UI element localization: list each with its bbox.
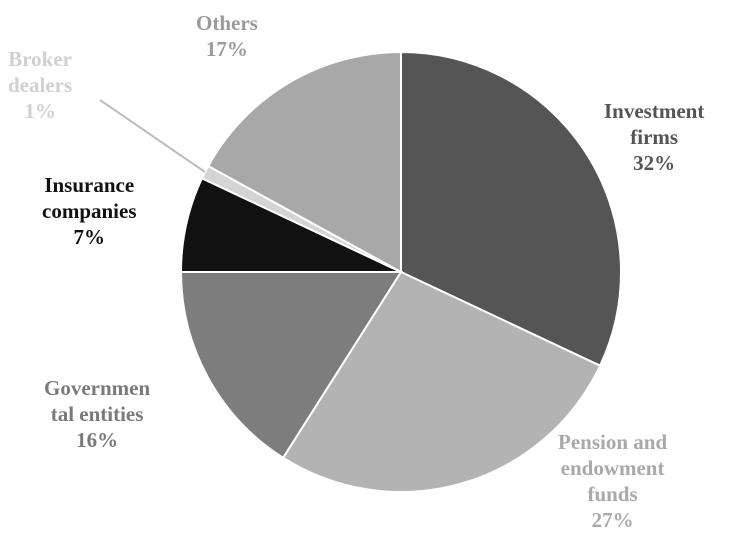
pie-slice-governmental-entities: [179, 271, 403, 460]
pie-slice-others: [206, 50, 402, 274]
label-others: Others 17%: [196, 10, 258, 62]
label-investment-firms-line1: Investment: [604, 99, 705, 123]
broker-dealers-leader-line: [99, 99, 206, 173]
label-governmental-entities-percent: 16%: [76, 428, 119, 452]
label-governmental-entities-line1: Governmen: [44, 376, 151, 400]
label-investment-firms-percent: 32%: [633, 151, 676, 175]
pie-slice-pension-and-endowment-funds: [281, 270, 602, 493]
label-pension-funds-percent: 27%: [591, 508, 634, 532]
label-others-line1: Others: [196, 11, 258, 35]
label-governmental-entities: Governmen tal entities 16%: [44, 375, 150, 453]
label-insurance-companies: Insurance companies 7%: [42, 172, 137, 250]
label-pension-funds-line2: endowment: [560, 456, 665, 480]
label-governmental-entities-line2: tal entities: [50, 402, 144, 426]
label-broker-dealers-percent: 1%: [24, 99, 56, 123]
label-others-percent: 17%: [205, 37, 248, 61]
pie-slice-investment-firms: [400, 50, 622, 368]
label-pension-funds-line3: funds: [587, 482, 638, 506]
label-investment-firms: Investment firms 32%: [604, 98, 704, 176]
label-insurance-companies-line2: companies: [42, 199, 137, 223]
label-insurance-companies-line1: Insurance: [44, 173, 135, 197]
label-pension-funds-line1: Pension and: [558, 430, 668, 454]
label-insurance-companies-percent: 7%: [73, 225, 106, 249]
label-pension-funds: Pension and endowment funds 27%: [558, 429, 667, 533]
pie-slices: [179, 50, 622, 493]
label-broker-dealers-line1: Broker: [8, 47, 72, 71]
label-broker-dealers: Broker dealers 1%: [8, 46, 72, 124]
label-broker-dealers-line2: dealers: [8, 73, 73, 97]
label-investment-firms-line2: firms: [630, 125, 679, 149]
